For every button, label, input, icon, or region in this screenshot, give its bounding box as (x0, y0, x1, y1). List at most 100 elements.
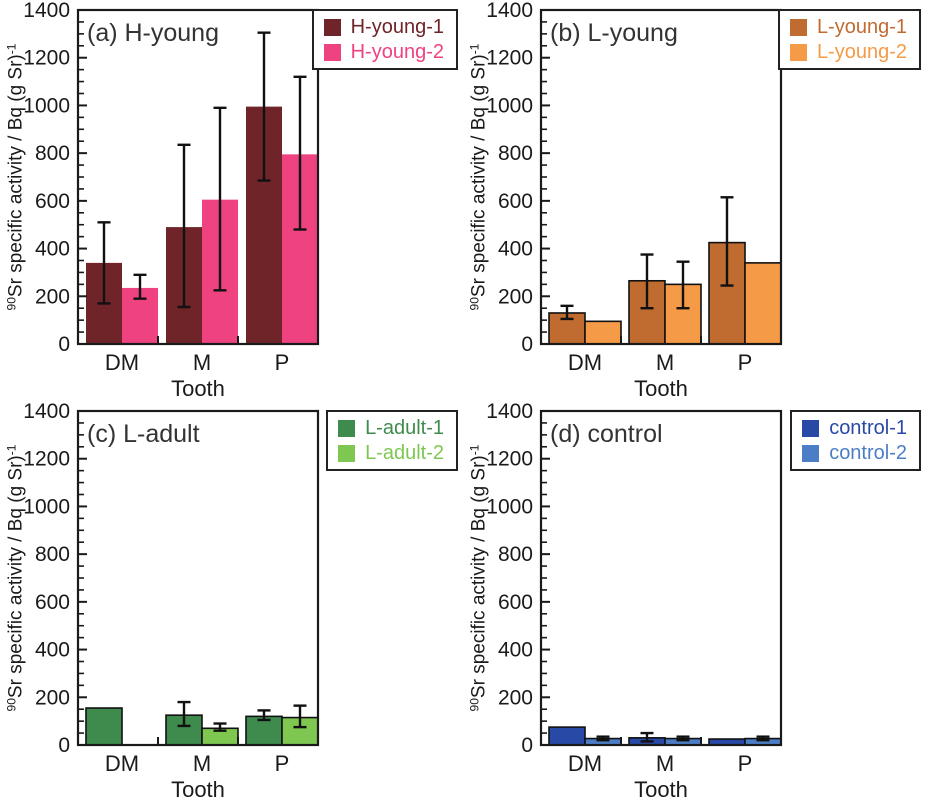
legend-panel-a: H-young-1 H-young-2 (311, 9, 458, 70)
panel-title: (c) L-adult (87, 420, 200, 448)
y-axis-label: 90Sr specific activity / Bq (g Sr)-1 (467, 444, 490, 712)
y-tick-label: 400 (498, 639, 533, 662)
legend-item: control-1 (802, 417, 907, 439)
legend-label: L-young-2 (816, 41, 907, 63)
y-tick-label: 600 (498, 591, 533, 614)
y-axis-label: 90Sr specific activity / Bq (g Sr)-1 (467, 43, 490, 311)
y-tick-label: 1200 (486, 47, 533, 70)
y-axis-label-superscript: 90 (467, 698, 482, 712)
y-tick-label: 1400 (486, 400, 533, 423)
y-axis-label-main: Sr specific activity / Bq (g Sr) (468, 455, 490, 699)
plot-border (76, 409, 320, 747)
y-tick-label: 1200 (486, 448, 533, 471)
y-tick-label: 400 (35, 238, 70, 261)
panel-a: 0 200 400 600 800 1000 1200 1400 DM M P Tooth (a) H-… (0, 0, 463, 401)
y-tick-label: 200 (35, 686, 70, 709)
y-tick-label: 200 (498, 686, 533, 709)
legend-swatch (802, 419, 820, 437)
x-axis-title: Tooth (171, 376, 225, 401)
y-tick-label: 0 (58, 734, 70, 757)
bar-L-young-2-P (744, 262, 782, 345)
x-category-label: P (275, 751, 290, 776)
y-tick-label: 1400 (486, 0, 533, 22)
y-tick-label: 0 (521, 734, 533, 757)
y-tick-label: 600 (498, 190, 533, 213)
legend-item: control-2 (802, 442, 907, 464)
x-category-label: M (656, 751, 674, 776)
panel-title: (b) L-young (550, 19, 678, 47)
plot-border (539, 409, 783, 747)
y-axis-label-exponent: -1 (467, 43, 482, 55)
legend-panel-c: L-adult-1 L-adult-2 (326, 410, 458, 471)
legend-label: H-young-1 (350, 16, 444, 38)
y-tick-label: 1000 (486, 94, 533, 117)
legend-item: L-young-1 (789, 16, 907, 38)
panel-title: (d) control (550, 420, 663, 448)
plot-border (76, 8, 320, 346)
x-axis-title: Tooth (171, 777, 225, 801)
legend-swatch (338, 419, 356, 437)
x-category-label: M (656, 350, 674, 375)
y-tick-label: 800 (498, 543, 533, 566)
chart-panel-d: 0 200 400 600 800 1000 1200 1400 DM M P Tooth (d) co… (486, 400, 783, 801)
plot-border (539, 8, 783, 346)
y-tick-label: 1200 (23, 47, 70, 70)
y-tick-label: 1200 (23, 448, 70, 471)
y-tick-label: 1400 (23, 400, 70, 423)
y-tick-label: 1000 (23, 94, 70, 117)
legend-swatch (323, 43, 341, 61)
x-category-label: DM (568, 350, 602, 375)
legend-swatch (323, 18, 341, 36)
y-tick-label: 600 (35, 190, 70, 213)
legend-item: H-young-2 (323, 41, 444, 63)
y-tick-label: 1400 (23, 0, 70, 22)
chart-panel-b: 0 200 400 600 800 1000 1200 1400 DM M P Tooth (b) L-… (486, 0, 783, 401)
y-tick-label: 600 (35, 591, 70, 614)
legend-label: control-1 (829, 417, 907, 439)
y-tick-label: 400 (35, 639, 70, 662)
y-tick-label: 1000 (23, 495, 70, 518)
legend-swatch (338, 444, 356, 462)
x-category-label: M (193, 350, 211, 375)
x-category-label: M (193, 751, 211, 776)
y-tick-label: 1000 (486, 495, 533, 518)
x-category-label: DM (105, 350, 139, 375)
x-axis-title: Tooth (634, 777, 688, 801)
legend-swatch (789, 43, 807, 61)
legend-label: L-young-1 (816, 16, 907, 38)
y-tick-label: 200 (35, 285, 70, 308)
y-axis-label-superscript: 90 (4, 297, 19, 311)
x-category-label: DM (105, 751, 139, 776)
legend-item: L-adult-1 (338, 417, 444, 439)
legend-item: L-young-2 (789, 41, 907, 63)
legend-label: L-adult-1 (365, 417, 444, 439)
y-tick-label: 800 (35, 142, 70, 165)
legend-panel-d: control-1 control-2 (790, 410, 921, 471)
bar-L-adult-1-DM (85, 707, 123, 746)
bar-L-young-2-DM (584, 320, 622, 345)
legend-label: H-young-2 (350, 41, 444, 63)
y-axis-label-main: Sr specific activity / Bq (g Sr) (5, 455, 27, 699)
y-tick-label: 800 (498, 142, 533, 165)
panel-title: (a) H-young (87, 19, 219, 47)
y-tick-label: 200 (498, 285, 533, 308)
x-category-label: DM (568, 751, 602, 776)
y-axis-label-exponent: -1 (4, 43, 19, 55)
x-category-label: P (738, 350, 753, 375)
legend-item: H-young-1 (323, 16, 444, 38)
legend-label: control-2 (829, 442, 907, 464)
legend-label: L-adult-2 (365, 442, 444, 464)
x-axis-title: Tooth (634, 376, 688, 401)
y-axis-label: 90Sr specific activity / Bq (g Sr)-1 (4, 445, 27, 712)
plot-area (541, 411, 781, 745)
legend-panel-b: L-young-1 L-young-2 (777, 9, 921, 70)
legend-swatch (789, 18, 807, 36)
y-tick-label: 800 (35, 543, 70, 566)
legend-item: L-adult-2 (338, 442, 444, 464)
y-axis-label-superscript: 90 (4, 698, 19, 712)
x-category-label: P (738, 751, 753, 776)
y-axis-label-exponent: -1 (467, 444, 482, 456)
panel-b: 0 200 400 600 800 1000 1200 1400 DM M P Tooth (b) L-… (463, 0, 926, 401)
bar-control-1-DM (548, 726, 586, 746)
